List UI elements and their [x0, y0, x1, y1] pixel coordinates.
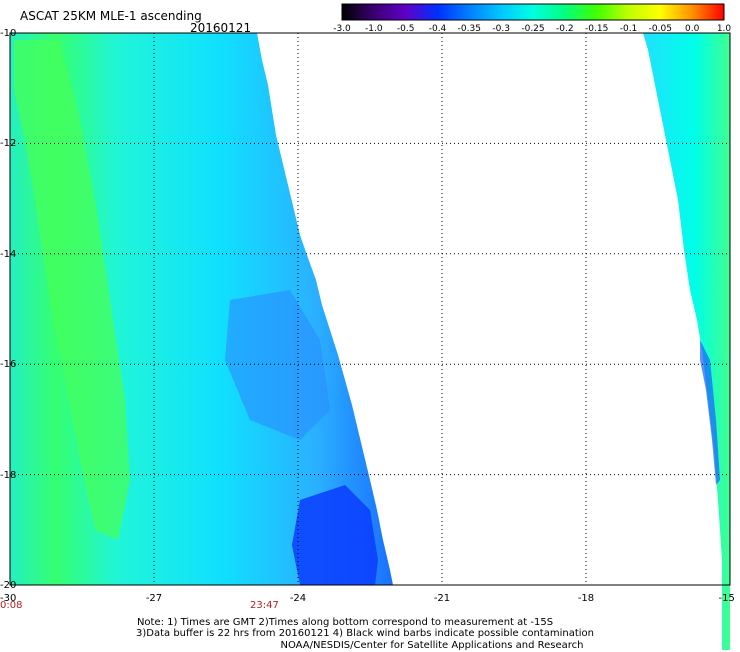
note-line-1: Note: 1) Times are GMT 2)Times along bot… [136, 617, 554, 628]
colorbar-label: -0.15 [585, 24, 609, 34]
right-swath-blue-edge [700, 340, 720, 485]
lon-tick-label: -15 [718, 593, 735, 604]
lon-tick-label: -18 [577, 593, 595, 604]
colorbar-label: -0.1 [619, 24, 638, 34]
lon-tick-label: -27 [145, 593, 163, 604]
lon-tick-label: -30 [0, 593, 17, 604]
colorbar-label: 1.0 [716, 24, 732, 34]
lat-tick-label: -12 [0, 138, 17, 150]
lat-tick-label: -16 [0, 359, 17, 371]
lat-tick-label: -20 [0, 580, 17, 591]
colorbar-label: -0.5 [396, 24, 415, 34]
green-band [14, 40, 130, 540]
colorbar-label: -0.25 [521, 24, 545, 34]
map-date: 20160121 [190, 21, 252, 35]
lon-tick-label: -24 [289, 593, 307, 604]
lat-tick-label: -14 [0, 248, 17, 260]
right-swath [643, 33, 730, 650]
colorbar-label: -1.0 [365, 24, 383, 34]
colorbar-label: -0.4 [428, 24, 447, 34]
map-frame [9, 32, 731, 586]
colorbar [341, 3, 725, 21]
colorbar-label: -0.05 [648, 24, 672, 34]
colorbar-label: 0.0 [684, 24, 700, 34]
colorbar-label: -3.0 [333, 24, 351, 34]
time-right: 23:47 [250, 600, 279, 611]
colorbar-label: -0.2 [556, 24, 574, 34]
time-left: 0:08 [0, 600, 23, 611]
colorbar-label: -0.3 [492, 24, 510, 34]
note-line-2: 3)Data buffer is 22 hrs from 20160121 4)… [136, 628, 594, 639]
colorbar-gradient [341, 3, 725, 21]
map-title: ASCAT 25KM MLE-1 ascending [20, 9, 202, 23]
lon-tick-label: -21 [433, 593, 451, 604]
note-line-3: NOAA/NESDIS/Center for Satellite Applica… [280, 640, 584, 651]
lat-tick-label: -10 [0, 28, 17, 39]
lat-tick-label: -18 [0, 469, 17, 481]
blue-patch-mid [225, 290, 330, 440]
colorbar-label: -0.35 [457, 24, 481, 34]
blue-patch-south [292, 485, 378, 585]
